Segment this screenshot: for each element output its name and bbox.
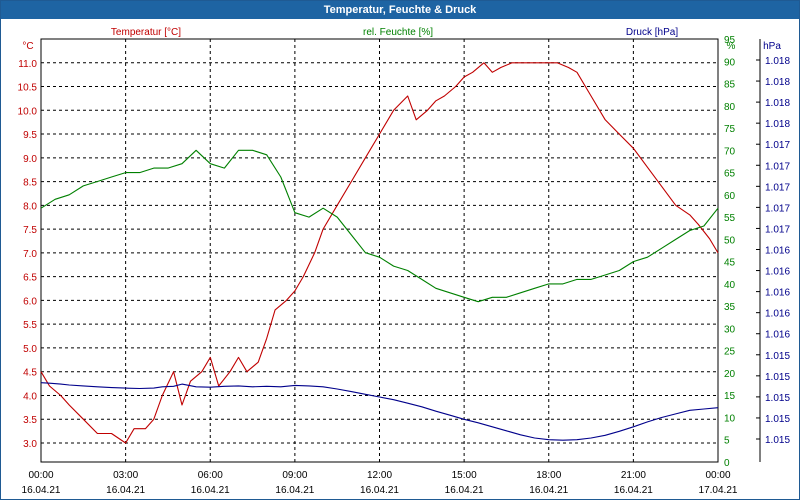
- humidity-tick-label: 10: [724, 413, 736, 424]
- temperature-tick-label: 10.5: [18, 83, 38, 94]
- x-tick-date: 17.04.21: [699, 485, 738, 496]
- humidity-tick-label: 5: [724, 436, 730, 447]
- pressure-tick-label: 1.016: [765, 267, 790, 278]
- x-tick-date: 16.04.21: [275, 485, 314, 496]
- window-title: Temperatur, Feuchte & Druck: [1, 1, 799, 19]
- pressure-tick-label: 1.017: [765, 140, 790, 151]
- humidity-tick-label: 45: [724, 258, 736, 269]
- pressure-unit-label: hPa: [763, 41, 781, 52]
- temperature-tick-label: 10.0: [18, 106, 38, 117]
- pressure-tick-label: 1.018: [765, 119, 790, 130]
- temperature-axis-title: Temperatur [°C]: [111, 27, 181, 38]
- pressure-tick-label: 1.015: [765, 393, 790, 404]
- pressure-tick-label: 1.015: [765, 351, 790, 362]
- temperature-tick-label: 8.0: [23, 201, 37, 212]
- x-tick-date: 16.04.21: [445, 485, 484, 496]
- x-tick-date: 16.04.21: [529, 485, 568, 496]
- temperature-tick-label: 9.5: [23, 130, 37, 141]
- x-tick-time: 00:00: [28, 470, 53, 481]
- series-line-humidity: [40, 149, 719, 303]
- pressure-tick-label: 1.015: [765, 435, 790, 446]
- temperature-tick-label: 3.0: [23, 439, 37, 450]
- x-tick-time: 15:00: [452, 470, 477, 481]
- humidity-axis-title: rel. Feuchte [%]: [363, 27, 433, 38]
- pressure-tick-label: 1.016: [765, 309, 790, 320]
- humidity-tick-label: 0: [724, 458, 730, 469]
- temperature-tick-label: 3.5: [23, 415, 37, 426]
- humidity-tick-label: 35: [724, 302, 736, 313]
- x-tick-time: 18:00: [536, 470, 561, 481]
- pressure-tick-label: 1.017: [765, 224, 790, 235]
- pressure-tick-label: 1.017: [765, 161, 790, 172]
- temperature-tick-label: 4.0: [23, 391, 37, 402]
- x-tick-time: 00:00: [705, 470, 730, 481]
- humidity-tick-label: 55: [724, 213, 736, 224]
- pressure-tick-label: 1.018: [765, 56, 790, 67]
- temperature-tick-label: 5.5: [23, 320, 37, 331]
- temperature-tick-label: 7.5: [23, 225, 37, 236]
- humidity-tick-label: 30: [724, 324, 736, 335]
- temperature-tick-label: 7.0: [23, 249, 37, 260]
- x-tick-time: 21:00: [621, 470, 646, 481]
- x-tick-date: 16.04.21: [22, 485, 61, 496]
- temperature-tick-label: 11.0: [18, 59, 37, 70]
- pressure-tick-label: 1.016: [765, 330, 790, 341]
- x-tick-time: 09:00: [282, 470, 307, 481]
- pressure-axis-title: Druck [hPa]: [626, 27, 678, 38]
- humidity-tick-label: 20: [724, 369, 736, 380]
- series-line-pressure: [40, 382, 719, 441]
- x-tick-date: 16.04.21: [614, 485, 653, 496]
- humidity-tick-label: 65: [724, 169, 736, 180]
- series-line-temperature: [40, 62, 719, 444]
- pressure-tick-label: 1.015: [765, 414, 790, 425]
- temperature-unit-label: °C: [22, 41, 33, 52]
- temperature-tick-label: 6.0: [23, 296, 37, 307]
- humidity-tick-label: 25: [724, 347, 736, 358]
- humidity-tick-label: 85: [724, 80, 736, 91]
- x-tick-time: 06:00: [198, 470, 223, 481]
- pressure-tick-label: 1.016: [765, 246, 790, 257]
- x-tick-time: 12:00: [367, 470, 392, 481]
- pressure-tick-label: 1.018: [765, 98, 790, 109]
- humidity-tick-label: 40: [724, 280, 736, 291]
- x-tick-date: 16.04.21: [106, 485, 145, 496]
- humidity-tick-label: 50: [724, 235, 736, 246]
- x-tick-time: 03:00: [113, 470, 138, 481]
- x-tick-date: 16.04.21: [360, 485, 399, 496]
- temperature-tick-label: 4.5: [23, 368, 37, 379]
- humidity-tick-label: 80: [724, 102, 736, 113]
- humidity-tick-label: 15: [724, 391, 736, 402]
- pressure-tick-label: 1.018: [765, 77, 790, 88]
- pressure-tick-label: 1.017: [765, 182, 790, 193]
- temperature-tick-label: 9.0: [23, 154, 37, 165]
- pressure-tick-label: 1.015: [765, 372, 790, 383]
- pressure-tick-label: 1.017: [765, 203, 790, 214]
- humidity-unit-label: %: [727, 41, 736, 52]
- temperature-tick-label: 5.0: [23, 344, 37, 355]
- humidity-tick-label: 95: [724, 35, 736, 46]
- temperature-tick-label: 6.5: [23, 273, 37, 284]
- temperature-tick-label: 8.5: [23, 178, 37, 189]
- humidity-tick-label: 90: [724, 57, 736, 68]
- x-tick-date: 16.04.21: [191, 485, 230, 496]
- humidity-tick-label: 75: [724, 124, 736, 135]
- humidity-tick-label: 60: [724, 191, 736, 202]
- pressure-tick-label: 1.016: [765, 288, 790, 299]
- humidity-tick-label: 70: [724, 146, 736, 157]
